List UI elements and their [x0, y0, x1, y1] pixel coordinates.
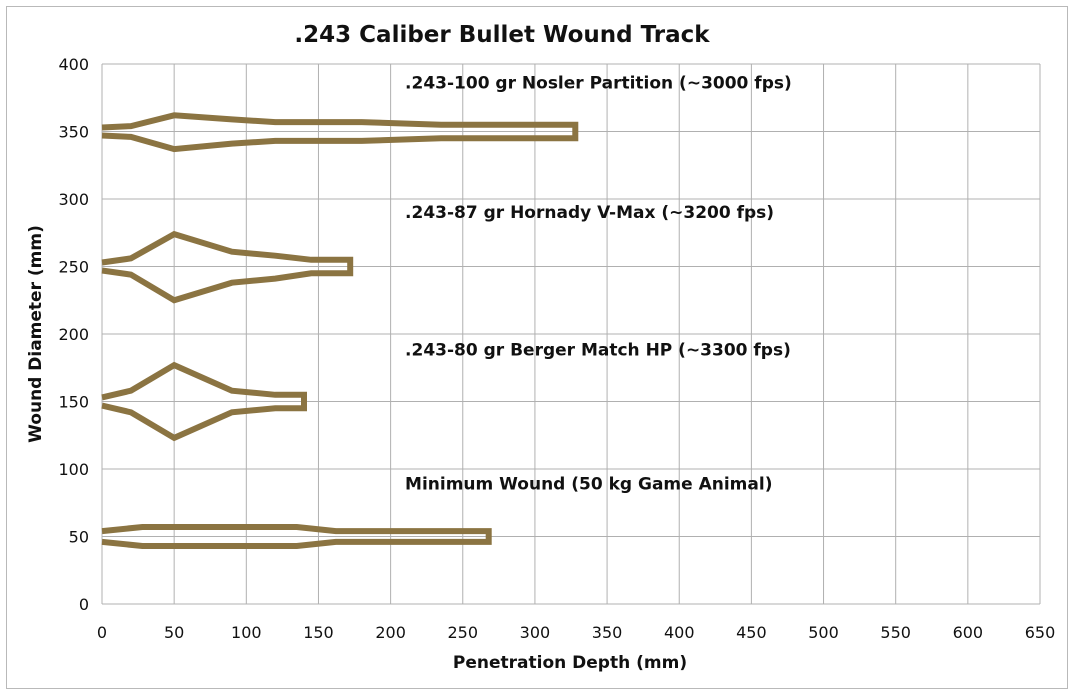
x-tick-label: 50 — [164, 623, 184, 642]
y-tick-label: 400 — [58, 55, 89, 74]
y-tick-label: 350 — [58, 123, 89, 142]
x-tick-label: 600 — [953, 623, 984, 642]
series-annotation-3: .243-80 gr Berger Match HP (~3300 fps) — [405, 341, 791, 361]
series-group — [101, 112, 579, 549]
series-annotation-4: Minimum Wound (50 kg Game Animal) — [405, 474, 772, 494]
y-tick-label: 100 — [58, 460, 89, 479]
annotations: .243-100 gr Nosler Partition (~3000 fps)… — [405, 73, 792, 494]
y-tick-label: 250 — [58, 258, 89, 277]
x-tick-label: 450 — [736, 623, 767, 642]
series-annotation-1: .243-100 gr Nosler Partition (~3000 fps) — [405, 73, 792, 93]
chart-frame — [6, 6, 1068, 689]
x-tick-label: 100 — [231, 623, 262, 642]
x-axis-label: Penetration Depth (mm) — [453, 653, 687, 673]
series-line-4 — [101, 524, 492, 549]
y-tick-label: 200 — [58, 325, 89, 344]
y-tick-label: 150 — [58, 393, 89, 412]
x-tick-label: 550 — [880, 623, 911, 642]
series-line-2 — [101, 230, 354, 304]
x-tick-label: 0 — [97, 623, 107, 642]
y-tick-label: 300 — [58, 190, 89, 209]
y-tick-label: 50 — [69, 528, 89, 547]
series-line-1 — [101, 112, 579, 153]
series-annotation-2: .243-87 gr Hornady V-Max (~3200 fps) — [405, 203, 774, 223]
x-tick-label: 400 — [664, 623, 695, 642]
x-tick-label: 650 — [1025, 623, 1056, 642]
y-tick-label: 0 — [79, 595, 89, 614]
x-tick-label: 250 — [447, 623, 478, 642]
x-tick-label: 150 — [303, 623, 334, 642]
x-tick-label: 500 — [808, 623, 839, 642]
x-tick-label: 300 — [520, 623, 551, 642]
x-tick-label: 350 — [592, 623, 623, 642]
series-line-3 — [101, 361, 307, 442]
x-tick-label: 200 — [375, 623, 406, 642]
grid — [101, 63, 1041, 605]
y-axis-label: Wound Diameter (mm) — [26, 225, 46, 443]
tick-labels: 0 50 100 150 200 250 300 350 400 450 500 550 600 650 0… — [58, 55, 1055, 642]
chart-title: .243 Caliber Bullet Wound Track — [294, 22, 710, 48]
